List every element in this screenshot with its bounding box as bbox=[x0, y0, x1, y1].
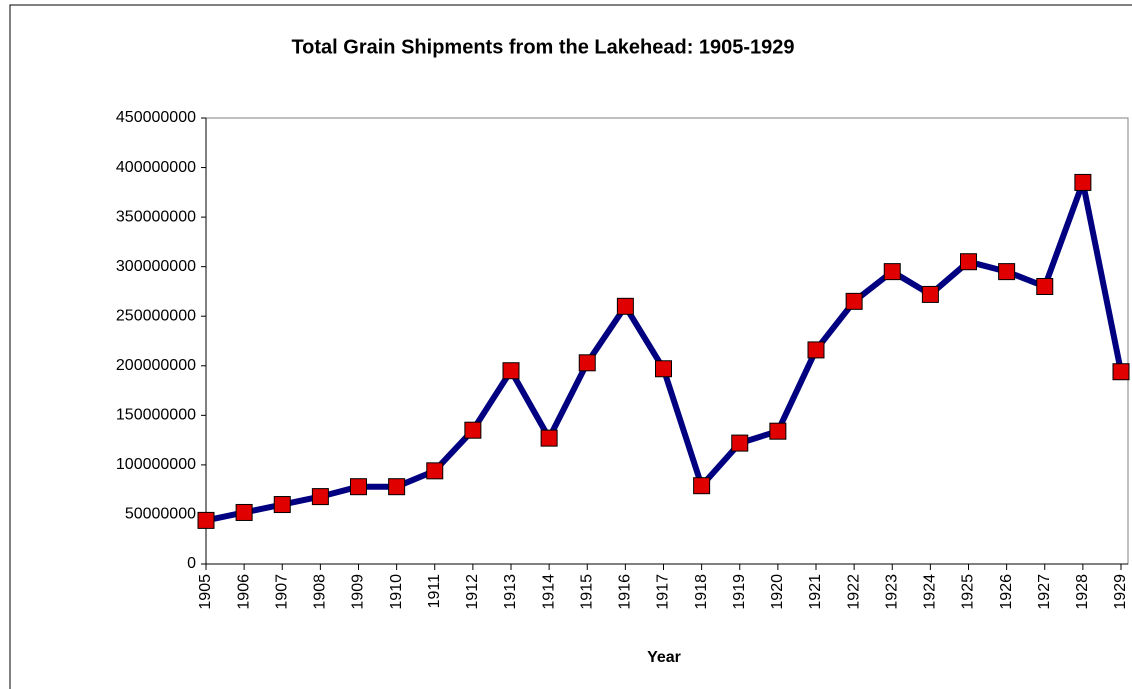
marker bbox=[197, 511, 215, 529]
marker bbox=[655, 360, 672, 378]
chart-title: Total Grain Shipments from the Lakehead:… bbox=[291, 36, 794, 58]
marker bbox=[769, 422, 787, 440]
marker bbox=[731, 434, 749, 452]
x-tick-label: 1929 bbox=[1112, 574, 1129, 610]
marker bbox=[883, 263, 901, 281]
y-tick-label: 50000000 bbox=[125, 506, 196, 523]
y-tick-label: 350000000 bbox=[116, 208, 196, 225]
marker bbox=[578, 354, 596, 372]
marker bbox=[273, 496, 291, 514]
x-tick-label: 1917 bbox=[655, 574, 672, 610]
x-tick-label: 1905 bbox=[197, 574, 214, 610]
plot-area bbox=[205, 117, 1129, 565]
y-tick-label: 0 bbox=[187, 555, 196, 572]
marker bbox=[960, 253, 977, 271]
x-tick-label: 1920 bbox=[769, 574, 786, 610]
marker bbox=[1036, 277, 1054, 295]
x-tick-label: 1907 bbox=[273, 574, 290, 610]
x-tick-label: 1916 bbox=[617, 574, 634, 610]
x-tick-label: 1922 bbox=[845, 574, 862, 610]
marker bbox=[1074, 173, 1092, 191]
x-tick-label: 1921 bbox=[807, 574, 824, 610]
marker bbox=[998, 263, 1016, 281]
x-tick-label: 1924 bbox=[922, 574, 939, 610]
x-tick-label: 1925 bbox=[960, 574, 977, 610]
x-tick-label: 1912 bbox=[464, 574, 481, 610]
marker bbox=[1112, 363, 1130, 381]
x-tick-label: 1909 bbox=[350, 574, 367, 610]
marker bbox=[388, 478, 406, 496]
marker bbox=[464, 421, 482, 439]
marker bbox=[845, 292, 863, 310]
marker bbox=[502, 362, 520, 380]
x-tick-label: 1928 bbox=[1074, 574, 1091, 610]
x-tick-label: 1908 bbox=[312, 574, 329, 610]
x-tick-label: 1926 bbox=[998, 574, 1015, 610]
y-tick-label: 100000000 bbox=[116, 456, 196, 473]
x-tick-label: 1915 bbox=[578, 574, 595, 610]
y-tick-label: 400000000 bbox=[116, 159, 196, 176]
y-tick-label: 150000000 bbox=[116, 407, 196, 424]
marker bbox=[616, 297, 634, 315]
y-tick-label: 450000000 bbox=[116, 109, 196, 126]
x-tick-label: 1906 bbox=[235, 574, 252, 610]
marker bbox=[693, 477, 711, 495]
x-tick-label: 1927 bbox=[1036, 574, 1053, 610]
marker bbox=[311, 488, 329, 506]
x-axis-label: Year bbox=[647, 649, 681, 666]
marker bbox=[235, 503, 253, 521]
y-tick-label: 300000000 bbox=[116, 258, 196, 275]
marker bbox=[807, 341, 825, 359]
y-tick-label: 200000000 bbox=[116, 357, 196, 374]
marker bbox=[921, 285, 939, 303]
y-tick-label: 250000000 bbox=[116, 307, 196, 324]
x-tick-label: 1911 bbox=[426, 574, 443, 609]
x-tick-label: 1923 bbox=[883, 574, 900, 610]
x-tick-label: 1918 bbox=[693, 574, 710, 610]
marker bbox=[350, 478, 367, 496]
x-tick-label: 1913 bbox=[502, 574, 519, 610]
x-tick-label: 1914 bbox=[540, 574, 557, 610]
marker bbox=[426, 462, 444, 480]
x-tick-label: 1919 bbox=[731, 574, 748, 610]
x-tick-label: 1910 bbox=[388, 574, 405, 610]
marker bbox=[540, 429, 558, 447]
